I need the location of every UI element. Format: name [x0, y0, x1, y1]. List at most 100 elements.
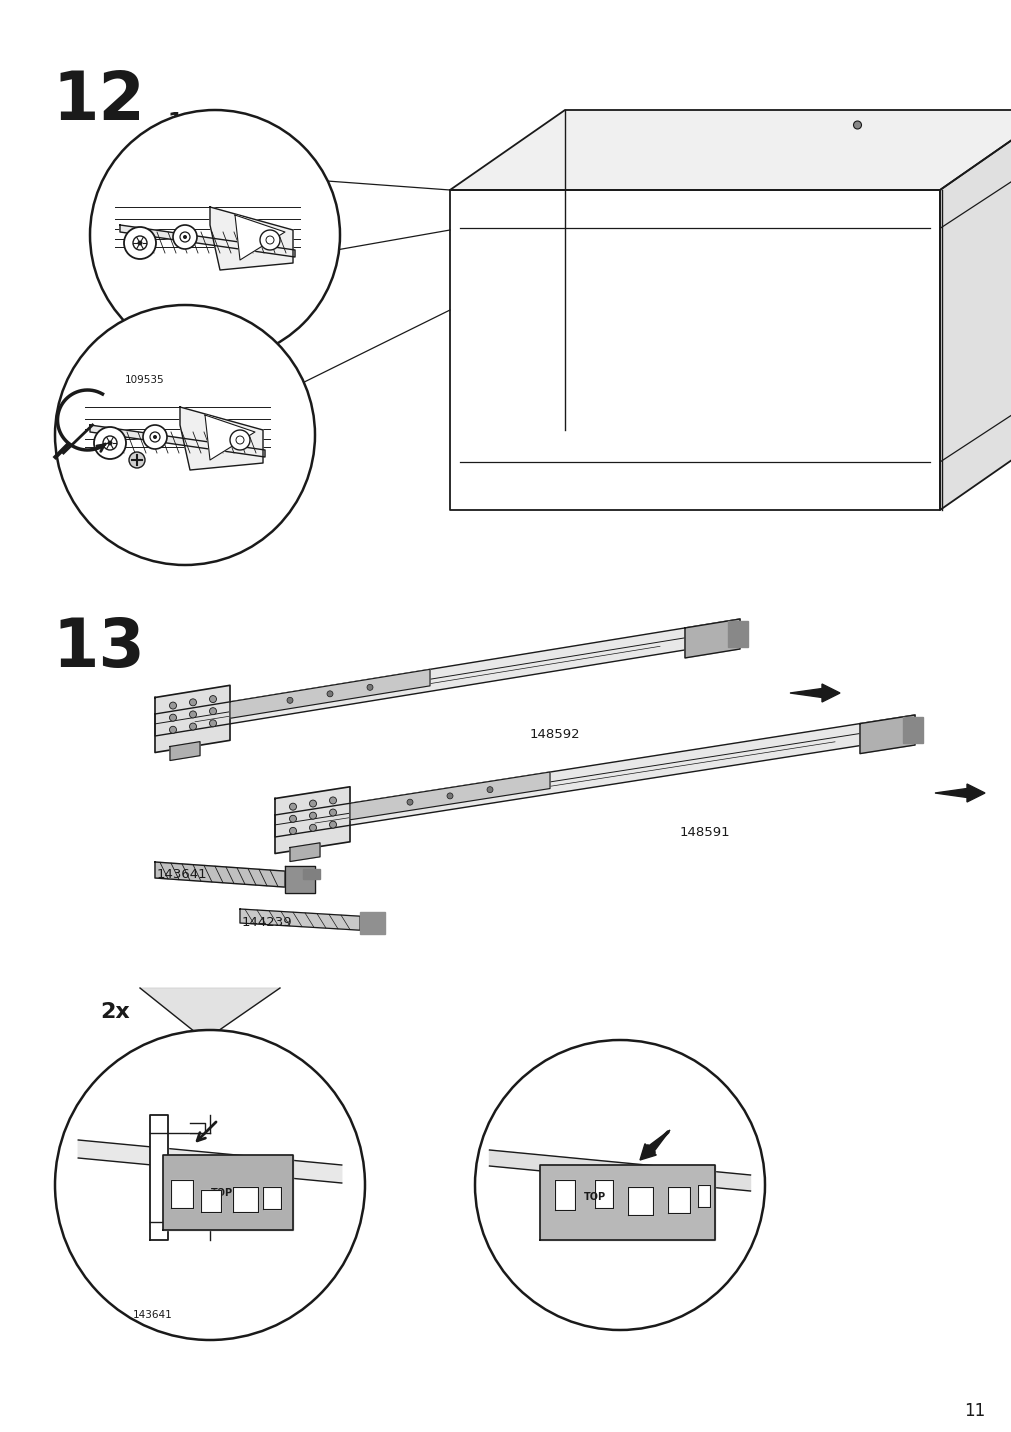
- Polygon shape: [170, 742, 200, 760]
- Circle shape: [209, 696, 216, 703]
- Circle shape: [852, 120, 860, 129]
- Text: 11: 11: [963, 1402, 985, 1421]
- Circle shape: [55, 305, 314, 566]
- Circle shape: [55, 1030, 365, 1340]
- Polygon shape: [155, 686, 229, 752]
- Circle shape: [486, 786, 492, 793]
- Circle shape: [209, 707, 216, 715]
- Circle shape: [209, 720, 216, 727]
- Polygon shape: [190, 1123, 205, 1133]
- Text: 13: 13: [52, 614, 145, 682]
- Polygon shape: [360, 912, 384, 934]
- Text: TOP: TOP: [583, 1193, 606, 1203]
- Circle shape: [289, 815, 296, 822]
- Polygon shape: [684, 619, 739, 657]
- Circle shape: [169, 715, 176, 722]
- Polygon shape: [205, 415, 255, 460]
- Polygon shape: [90, 425, 265, 457]
- Circle shape: [309, 800, 316, 808]
- Polygon shape: [302, 869, 319, 879]
- Circle shape: [189, 699, 196, 706]
- Polygon shape: [78, 1140, 342, 1183]
- Circle shape: [150, 432, 160, 442]
- Circle shape: [447, 793, 453, 799]
- Polygon shape: [155, 862, 285, 886]
- Polygon shape: [180, 407, 263, 470]
- Circle shape: [289, 803, 296, 811]
- Polygon shape: [285, 866, 314, 894]
- Circle shape: [169, 702, 176, 709]
- Circle shape: [330, 821, 337, 828]
- Polygon shape: [698, 1186, 710, 1207]
- Polygon shape: [150, 1221, 210, 1240]
- Polygon shape: [639, 1130, 669, 1160]
- Polygon shape: [594, 1180, 613, 1209]
- Circle shape: [309, 825, 316, 831]
- Text: 1x: 1x: [168, 112, 198, 132]
- Text: 12: 12: [52, 67, 145, 135]
- Circle shape: [474, 1040, 764, 1330]
- Polygon shape: [540, 1166, 715, 1240]
- Text: 143641: 143641: [157, 868, 207, 881]
- Circle shape: [266, 236, 274, 243]
- Polygon shape: [150, 1116, 168, 1240]
- Polygon shape: [155, 619, 739, 736]
- Polygon shape: [120, 225, 295, 256]
- Polygon shape: [489, 1150, 750, 1191]
- Circle shape: [287, 697, 293, 703]
- Text: 2x: 2x: [100, 1002, 129, 1022]
- Circle shape: [103, 435, 117, 450]
- Circle shape: [330, 809, 337, 816]
- Circle shape: [236, 435, 244, 444]
- Polygon shape: [934, 783, 984, 802]
- Circle shape: [94, 427, 126, 460]
- Polygon shape: [790, 684, 839, 702]
- Text: TOP: TOP: [210, 1187, 233, 1197]
- Circle shape: [143, 425, 167, 450]
- Circle shape: [327, 690, 333, 697]
- Circle shape: [189, 723, 196, 730]
- Polygon shape: [210, 208, 293, 271]
- Circle shape: [189, 710, 196, 717]
- Polygon shape: [628, 1187, 652, 1214]
- Polygon shape: [450, 190, 939, 510]
- Polygon shape: [290, 843, 319, 862]
- Polygon shape: [235, 215, 285, 261]
- Polygon shape: [350, 772, 549, 819]
- Polygon shape: [275, 715, 914, 836]
- Circle shape: [169, 726, 176, 733]
- Polygon shape: [939, 110, 1011, 510]
- Text: 143641: 143641: [132, 1310, 172, 1320]
- Polygon shape: [171, 1180, 193, 1209]
- Polygon shape: [140, 988, 280, 1040]
- Polygon shape: [233, 1187, 258, 1211]
- Circle shape: [289, 828, 296, 835]
- Polygon shape: [727, 621, 747, 647]
- Text: 109535: 109535: [125, 375, 165, 385]
- Circle shape: [132, 236, 147, 251]
- Polygon shape: [240, 909, 360, 931]
- Circle shape: [173, 225, 197, 249]
- Circle shape: [124, 228, 156, 259]
- Circle shape: [367, 684, 373, 690]
- Circle shape: [260, 231, 280, 251]
- Polygon shape: [667, 1187, 690, 1213]
- Circle shape: [309, 812, 316, 819]
- Circle shape: [107, 441, 112, 445]
- Polygon shape: [263, 1187, 281, 1209]
- Polygon shape: [150, 1116, 210, 1133]
- Circle shape: [406, 799, 412, 805]
- Text: 148591: 148591: [679, 826, 730, 839]
- Circle shape: [153, 435, 157, 440]
- Circle shape: [90, 110, 340, 359]
- Text: 144239: 144239: [242, 916, 292, 929]
- Circle shape: [330, 798, 337, 803]
- Polygon shape: [201, 1190, 220, 1211]
- Circle shape: [128, 453, 145, 468]
- Polygon shape: [450, 110, 1011, 190]
- Polygon shape: [163, 1156, 293, 1230]
- Polygon shape: [229, 669, 430, 719]
- Polygon shape: [859, 715, 914, 753]
- Polygon shape: [554, 1180, 574, 1210]
- Circle shape: [137, 241, 143, 245]
